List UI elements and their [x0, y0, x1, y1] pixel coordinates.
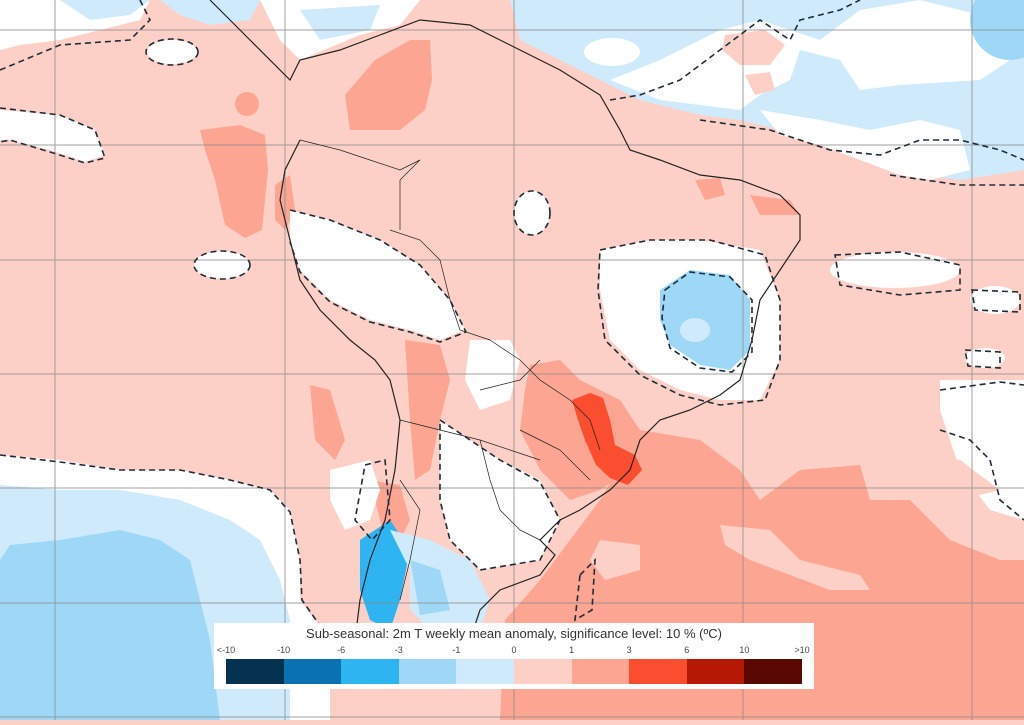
- tick-label: -6: [337, 645, 346, 655]
- tick-label: -1: [452, 645, 461, 655]
- tick-label: -10: [277, 645, 291, 655]
- tick-label: -3: [394, 645, 403, 655]
- legend-swatch: [341, 659, 399, 684]
- legend-tick-labels: <-10 -10 -6 -3 -1 0 1 3 6 10 >10: [214, 645, 814, 657]
- pacific-neutral-patches: [0, 40, 1024, 520]
- north-atlantic-cool-region: [0, 0, 1024, 180]
- legend-swatch: [226, 659, 284, 684]
- legend-swatch: [398, 659, 457, 684]
- tick-label: 1: [569, 645, 575, 655]
- tick-label: 3: [626, 645, 632, 655]
- tick-label: <-10: [216, 645, 236, 655]
- legend-swatch: [686, 659, 745, 684]
- legend-swatch: [456, 659, 514, 684]
- significance-contours: [0, 0, 1024, 641]
- continental-neutral-regions: [290, 210, 780, 570]
- tick-label: 6: [684, 645, 690, 655]
- colorbar-legend: Sub-seasonal: 2m T weekly mean anomaly, …: [214, 623, 814, 689]
- legend-color-bar: [226, 659, 802, 684]
- legend-title: Sub-seasonal: 2m T weekly mean anomaly, …: [306, 626, 722, 641]
- tick-label: 0: [511, 645, 517, 655]
- legend-swatch: [283, 659, 342, 684]
- tick-label: 10: [739, 645, 750, 655]
- legend-swatch: [571, 659, 630, 684]
- hot-anomaly-3-6: [572, 393, 642, 485]
- legend-swatch: [629, 659, 687, 684]
- legend-swatch: [744, 659, 802, 684]
- tick-label: >10: [794, 645, 810, 655]
- south-atlantic-mild-patches: [590, 440, 1000, 590]
- legend-swatch: [513, 659, 572, 684]
